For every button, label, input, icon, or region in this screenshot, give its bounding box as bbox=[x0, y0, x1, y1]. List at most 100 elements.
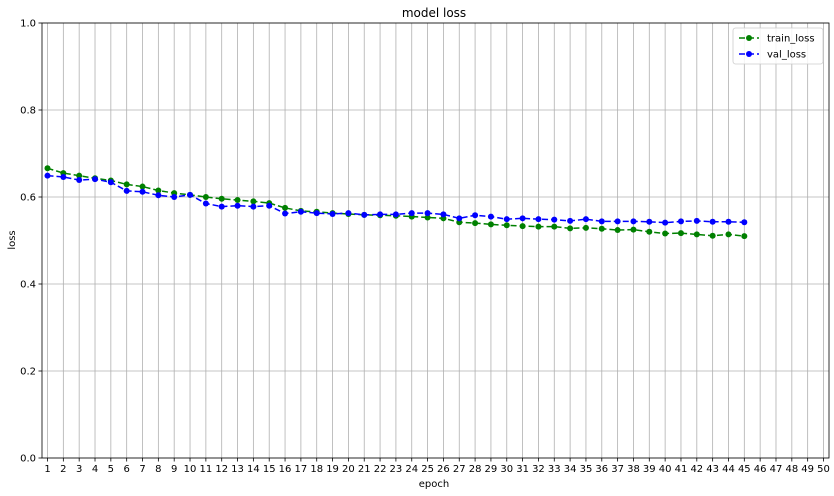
series-layer bbox=[44, 165, 748, 240]
data-point bbox=[218, 203, 225, 210]
x-tick-label: 8 bbox=[155, 464, 161, 475]
x-tick-label: 18 bbox=[310, 464, 323, 475]
data-point bbox=[250, 198, 257, 205]
data-point bbox=[44, 165, 51, 172]
data-point bbox=[567, 217, 574, 224]
y-tick-label: 0.4 bbox=[20, 280, 36, 291]
x-tick-label: 13 bbox=[231, 464, 244, 475]
legend-item: val_loss bbox=[739, 50, 806, 61]
data-point bbox=[709, 218, 716, 225]
data-point bbox=[646, 218, 653, 225]
legend-item: train_loss bbox=[739, 34, 815, 45]
data-point bbox=[662, 219, 669, 226]
data-point bbox=[519, 223, 526, 230]
data-point bbox=[282, 210, 289, 217]
data-point bbox=[250, 203, 257, 210]
data-point bbox=[582, 224, 589, 231]
legend-label: train_loss bbox=[767, 34, 815, 45]
x-tick-label: 27 bbox=[453, 464, 466, 475]
data-point bbox=[123, 187, 130, 194]
x-tick-label: 45 bbox=[738, 464, 751, 475]
data-point bbox=[171, 194, 178, 200]
data-point bbox=[155, 192, 162, 199]
x-tick-label: 12 bbox=[215, 464, 228, 475]
data-point bbox=[218, 195, 225, 202]
data-point bbox=[677, 218, 684, 225]
data-point bbox=[424, 214, 431, 221]
x-tick-label: 11 bbox=[200, 464, 213, 475]
x-tick-label: 38 bbox=[627, 464, 640, 475]
x-tick-label: 40 bbox=[659, 464, 672, 475]
data-point bbox=[282, 204, 289, 211]
data-point bbox=[630, 226, 637, 233]
x-tick-label: 41 bbox=[675, 464, 688, 475]
data-point bbox=[187, 191, 194, 198]
x-tick-label: 5 bbox=[108, 464, 114, 475]
data-point bbox=[503, 222, 510, 229]
grid bbox=[42, 22, 829, 459]
x-tick-label: 16 bbox=[279, 464, 292, 475]
data-point bbox=[582, 216, 589, 223]
y-axis-label: loss bbox=[7, 230, 18, 249]
x-tick-label: 3 bbox=[76, 464, 82, 475]
x-tick-label: 23 bbox=[390, 464, 403, 475]
data-point bbox=[741, 219, 748, 226]
legend-box bbox=[732, 27, 824, 65]
data-point bbox=[377, 211, 384, 218]
x-tick-label: 50 bbox=[817, 464, 830, 475]
data-point bbox=[92, 176, 99, 183]
x-tick-label: 20 bbox=[342, 464, 355, 475]
x-tick-label: 36 bbox=[595, 464, 608, 475]
legend-swatch-marker bbox=[746, 35, 752, 41]
x-tick-label: 43 bbox=[706, 464, 719, 475]
x-tick-label: 35 bbox=[580, 464, 593, 475]
x-tick-label: 49 bbox=[801, 464, 814, 475]
x-tick-label: 1 bbox=[44, 464, 50, 475]
x-tick-label: 30 bbox=[500, 464, 513, 475]
data-point bbox=[266, 202, 273, 209]
x-tick-label: 44 bbox=[722, 464, 735, 475]
x-tick-label: 21 bbox=[358, 464, 371, 475]
data-point bbox=[139, 188, 146, 195]
data-point bbox=[408, 210, 415, 217]
data-point bbox=[725, 218, 732, 225]
data-point bbox=[487, 221, 494, 228]
x-tick-label: 15 bbox=[263, 464, 276, 475]
data-point bbox=[741, 233, 748, 240]
data-point bbox=[107, 179, 114, 186]
y-axis: 0.0 0.2 0.4 0.6 0.8 1.0 bbox=[20, 19, 42, 465]
data-point bbox=[551, 223, 558, 230]
x-tick-label: 28 bbox=[469, 464, 482, 475]
legend: train_loss val_loss bbox=[732, 27, 824, 65]
data-point bbox=[725, 231, 732, 238]
x-tick-label: 46 bbox=[754, 464, 767, 475]
data-point bbox=[614, 227, 621, 234]
data-point bbox=[598, 218, 605, 225]
data-point bbox=[60, 173, 67, 180]
plot-area bbox=[41, 22, 830, 459]
x-tick-label: 47 bbox=[770, 464, 783, 475]
data-point bbox=[693, 231, 700, 238]
data-point bbox=[424, 210, 431, 217]
x-tick-label: 39 bbox=[643, 464, 656, 475]
x-tick-label: 24 bbox=[405, 464, 418, 475]
data-point bbox=[392, 211, 399, 218]
data-point bbox=[614, 218, 621, 225]
data-point bbox=[123, 181, 130, 188]
data-point bbox=[472, 220, 479, 227]
data-point bbox=[693, 217, 700, 224]
data-point bbox=[487, 213, 494, 220]
data-point bbox=[297, 208, 304, 215]
data-point bbox=[202, 200, 209, 207]
data-point bbox=[472, 212, 479, 219]
x-tick-label: 17 bbox=[295, 464, 308, 475]
data-point bbox=[202, 194, 209, 200]
data-point bbox=[313, 210, 320, 217]
data-point bbox=[76, 172, 83, 179]
data-point bbox=[662, 230, 669, 237]
x-tick-label: 22 bbox=[374, 464, 387, 475]
y-tick-label: 0.6 bbox=[20, 193, 36, 204]
data-point bbox=[155, 187, 162, 194]
data-point bbox=[329, 210, 336, 217]
